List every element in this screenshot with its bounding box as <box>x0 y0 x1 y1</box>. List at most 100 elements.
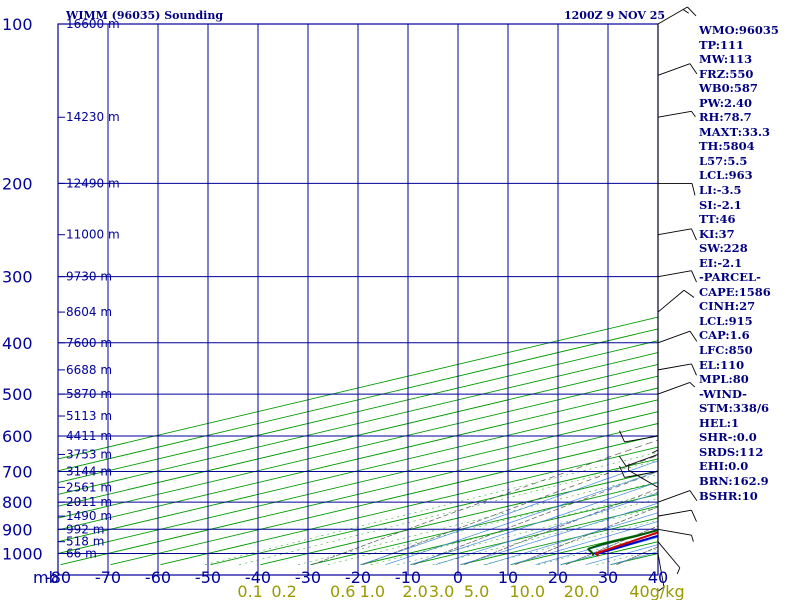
height-label: 3144 m <box>66 464 112 478</box>
wind-barb-staff <box>657 228 692 236</box>
wind-barb-staff <box>657 63 691 76</box>
height-label: 14230 m <box>66 110 120 124</box>
mixing-ratio-label: 0.1 <box>237 582 262 600</box>
pressure-tick-label: 700 <box>2 462 33 481</box>
wind-barb-flag <box>687 6 697 17</box>
moist-adiabat-grid <box>360 460 659 566</box>
wind-barb-staff <box>657 289 685 313</box>
temperature-tick-label: -60 <box>145 568 171 587</box>
temperature-tick-label: -20 <box>345 568 371 587</box>
wind-barb-staff <box>657 6 688 25</box>
index-entry: WMO:96035 <box>699 23 779 37</box>
wind-barb-flag <box>691 228 697 241</box>
pressure-tick-label: 100 <box>2 15 33 34</box>
height-label: 16600 m <box>66 17 120 31</box>
wind-barb-staff <box>657 490 691 503</box>
pressure-tick-label: 900 <box>2 520 33 539</box>
index-entry: EHI:0.0 <box>699 459 749 474</box>
temperature-tick-label: 30 <box>598 568 618 587</box>
pressure-tick-label: 500 <box>2 385 33 404</box>
wind-barb-staff <box>624 435 659 443</box>
moist-adiabat-line <box>610 551 659 566</box>
mixing-ratio-line <box>370 491 659 565</box>
isotherm-line <box>260 470 659 566</box>
index-entry: SHR-:0.0 <box>699 430 757 445</box>
wind-barb <box>658 182 696 196</box>
index-entry: L57:5.5 <box>699 153 748 168</box>
height-label: 2561 m <box>66 480 112 494</box>
isotherm-line <box>510 529 659 566</box>
index-entry: HEL:1 <box>699 415 739 430</box>
mixing-ratio-label: 5.0 <box>464 582 489 600</box>
height-label: 3753 m <box>66 447 112 461</box>
wind-barb <box>657 553 665 592</box>
index-entry: TH:5804 <box>699 139 755 154</box>
moist-adiabat-line <box>585 544 659 566</box>
mixing-ratio-line <box>327 481 659 565</box>
wind-barb-flag <box>619 430 625 443</box>
wind-barb-flag <box>618 455 627 467</box>
isotherm-line <box>210 458 659 566</box>
index-entry: TT:46 <box>699 212 736 227</box>
wind-barb-flag <box>689 330 698 342</box>
isotherm-line <box>110 434 659 566</box>
wind-barb-flag <box>651 449 659 454</box>
height-label: 4411 m <box>66 429 112 443</box>
index-entry: EI:-2.1 <box>699 255 743 270</box>
pressure-tick-label: 400 <box>2 334 33 353</box>
wind-barb-flag <box>691 363 697 376</box>
wind-barb <box>657 490 698 503</box>
temperature-tick-label: 20 <box>548 568 568 587</box>
wind-barbs <box>618 6 698 592</box>
dry-adiabat-line <box>616 546 659 566</box>
wind-barb <box>657 270 697 283</box>
temperature-tick-label: -40 <box>245 568 271 587</box>
wind-barb-staff <box>657 270 692 278</box>
mixing-ratio-label: 0.6 <box>330 582 355 600</box>
mixing-ratio-label: 1.0 <box>360 582 385 600</box>
pressure-tick-label: 600 <box>2 427 33 446</box>
mixing-ratio-line <box>432 507 659 565</box>
wind-barb-staff <box>657 382 691 395</box>
index-entry: LCL:915 <box>699 313 753 328</box>
temperature-profile-line <box>594 531 659 557</box>
index-entry: EL:110 <box>699 357 745 372</box>
height-label: 8604 m <box>66 305 112 319</box>
wind-barb <box>657 541 681 575</box>
mixing-ratio-label: 0.2 <box>271 582 296 600</box>
wind-barb-flag <box>689 63 698 75</box>
parcel-profile-line <box>597 534 659 555</box>
index-entry: STM:338/6 <box>699 401 770 416</box>
wind-barb-staff <box>657 541 681 569</box>
moist-adiabat-line <box>485 512 659 566</box>
temperature-tick-label: -50 <box>195 568 221 587</box>
chart-timestamp: 1200Z 9 NOV 25 <box>564 9 666 22</box>
mixing-ratio-line <box>483 519 659 565</box>
mixing-ratio-line <box>596 548 659 565</box>
index-entry: BSHR:10 <box>699 488 758 503</box>
mixing-ratio-label: 40g/kg <box>629 582 684 600</box>
index-entry: WB0:587 <box>699 81 758 96</box>
index-entry: BRN:162.9 <box>699 473 769 488</box>
index-entry: CAPE:1586 <box>699 284 771 299</box>
index-entry: SRDS:112 <box>699 444 764 459</box>
wind-barb <box>657 289 695 313</box>
wind-barb-flag <box>691 270 697 283</box>
wind-barb-staff <box>657 363 692 371</box>
index-entry: PW:2.40 <box>699 95 753 110</box>
height-label: 1490 m <box>66 509 112 523</box>
temperature-tick-label: 10 <box>498 568 518 587</box>
height-label: 2011 m <box>66 495 112 509</box>
wind-barb-flag <box>691 111 696 117</box>
height-label: 992 m <box>66 522 104 536</box>
moist-adiabat-line <box>360 460 659 566</box>
temperature-tick-label: 40 <box>648 568 668 587</box>
isotherm-line <box>310 482 659 566</box>
mixing-ratio-label: 20.0 <box>564 582 600 600</box>
wind-barb-flag <box>619 465 625 478</box>
wind-barb <box>657 110 696 118</box>
height-label: 6688 m <box>66 363 112 377</box>
mixing-ratio-label: 2.0 <box>402 582 427 600</box>
pressure-tick-label: 800 <box>2 493 33 512</box>
